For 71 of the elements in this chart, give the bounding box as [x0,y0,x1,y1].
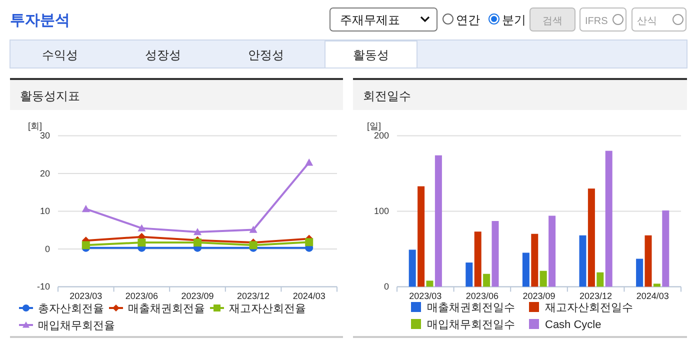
text: IFRS [585,16,608,27]
y-axis-title: [일] [367,121,382,131]
y-tick-label: 0 [44,244,50,254]
y-tick-label: 20 [40,168,50,178]
bar [483,274,490,287]
bar [531,234,538,287]
y-axis-title: [회] [28,121,42,131]
x-tick-label: 2023/12 [580,291,612,301]
bar [662,210,670,287]
text: 주재무제표 [340,13,400,27]
bar [644,235,652,287]
bar [434,155,442,287]
bar [540,270,547,287]
bar [408,250,416,287]
text: 투자분석 [10,12,70,29]
x-tick-label: 2023/06 [466,291,498,301]
text: 검색 [542,16,562,27]
bar [522,252,530,287]
x-tick-label: 2023/03 [70,291,102,301]
y-tick-label: 10 [40,206,50,216]
bar [579,235,586,287]
y-tick-label: 200 [374,130,389,141]
text: 분기 [502,13,526,27]
point [82,204,90,212]
point [194,238,202,247]
point [249,226,258,233]
bar [596,272,604,287]
point [138,238,146,247]
bar [605,150,612,287]
point [249,241,258,250]
bar [653,284,660,287]
bar [418,186,425,287]
legend-label: 매입채무회전율 [38,320,115,332]
legend-label: 매입채무회전일수 [427,319,515,331]
y-tick-label: 30 [40,130,50,141]
legend-label: 매출채권회전율 [128,303,205,315]
bar [426,280,434,287]
point [194,228,202,236]
legend-label: 총자산회전율 [38,303,104,315]
text: 수익성 [42,48,78,62]
x-tick-label: 2023/12 [237,291,270,301]
point [305,158,314,166]
x-tick-label: 2023/09 [522,291,556,301]
y-tick-label: 0 [384,282,389,292]
bar [474,232,482,287]
text: 연간 [456,13,480,27]
text: 성장성 [145,48,181,62]
x-tick-label: 2023/09 [181,291,214,301]
legend-label: 매출채권회전일수 [427,302,515,314]
legend-label: 재고자산회전율 [229,303,306,315]
x-tick-label: 2024/03 [636,291,669,301]
chart-title: 활동성지표 [20,89,80,103]
chart-title: 회전일수 [363,89,411,103]
text: 안정성 [248,48,284,62]
x-tick-label: 2023/06 [125,291,158,301]
bar [588,188,595,287]
point [305,238,314,246]
text: 산식 [637,16,657,27]
point [82,241,90,250]
legend-label: 재고자산회전일수 [545,302,633,314]
legend-label: Cash Cycle [545,319,602,331]
y-tick-label: -10 [36,282,50,292]
y-tick-label: 100 [374,206,389,216]
bar [492,221,499,287]
bar [636,258,644,287]
bar [548,216,556,287]
bar [466,262,473,287]
x-tick-label: 2023/03 [409,291,442,301]
text: 활동성 [353,48,389,62]
x-tick-label: 2024/03 [292,291,326,301]
point [138,224,146,232]
